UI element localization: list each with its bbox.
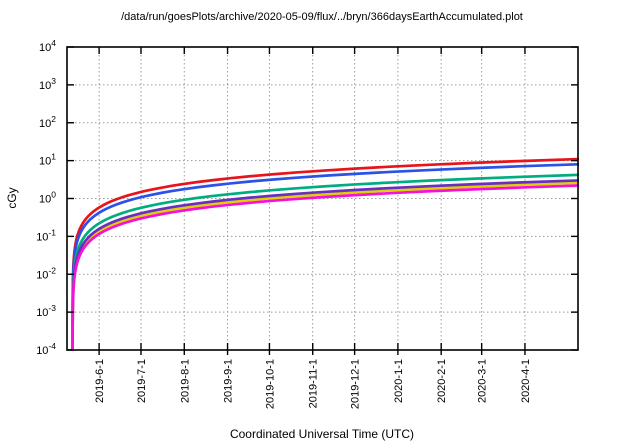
x-tick-label: 2020-2-1 [436, 359, 448, 403]
y-tick-label: 103 [39, 76, 56, 92]
x-tick-label: 2019-12-1 [350, 359, 362, 409]
plot-border [66, 46, 579, 351]
y-tick-labels: 104 103 102 101 100 10-1 10-2 10-3 10-4 [36, 38, 56, 357]
x-tick-label: 2019-8-1 [179, 359, 191, 403]
y-tick-label: 101 [39, 152, 56, 168]
x-tick-label: 2020-4-1 [520, 359, 532, 403]
x-axis-label: Coordinated Universal Time (UTC) [230, 427, 414, 441]
axis-ticks [67, 46, 578, 355]
plot-title: /data/run/goesPlots/archive/2020-05-09/f… [121, 11, 523, 23]
y-tick-label: 102 [39, 114, 56, 130]
x-tick-label: 2019-7-1 [136, 359, 148, 403]
series-green-line [71, 173, 579, 351]
x-tick-label: 2019-9-1 [223, 359, 235, 403]
y-tick-label: 104 [39, 38, 56, 54]
y-axis-label: cGy [5, 187, 19, 208]
data-curves [71, 157, 579, 351]
x-tick-label: 2020-3-1 [477, 359, 489, 403]
x-tick-label: 2019-6-1 [94, 359, 106, 403]
x-tick-labels: 2019-6-1 2019-7-1 2019-8-1 2019-9-1 2019-10-… [94, 359, 532, 409]
y-tick-label: 10-3 [36, 303, 56, 319]
x-tick-label: 2019-11-1 [308, 359, 320, 408]
y-tick-label: 10-4 [36, 341, 56, 357]
series-yellow-line [71, 181, 579, 351]
series-magenta-line [71, 184, 579, 351]
x-tick-label: 2020-1-1 [393, 359, 405, 403]
y-tick-label: 10-2 [36, 265, 56, 281]
y-tick-label: 10-1 [36, 227, 56, 243]
y-tick-label: 100 [39, 190, 56, 206]
grid-lines [67, 47, 578, 350]
x-tick-label: 2019-10-1 [264, 359, 276, 409]
